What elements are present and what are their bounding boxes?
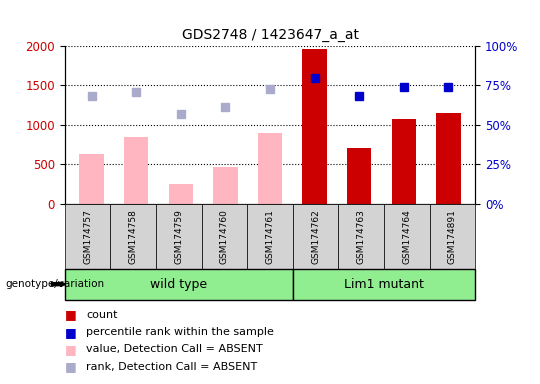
Text: ■: ■ [65,360,77,373]
Text: GSM174759: GSM174759 [174,209,183,263]
Bar [436,113,461,204]
Bar [392,119,416,204]
Bar [168,184,193,204]
Text: GSM174757: GSM174757 [83,209,92,263]
Bar [347,149,372,204]
Text: GSM174762: GSM174762 [311,209,320,263]
Text: percentile rank within the sample: percentile rank within the sample [86,327,274,337]
Text: ■: ■ [65,326,77,339]
Bar [213,167,238,204]
Bar [302,49,327,204]
Text: GSM174758: GSM174758 [129,209,138,263]
Text: GSM174891: GSM174891 [448,209,457,263]
Text: rank, Detection Call = ABSENT: rank, Detection Call = ABSENT [86,362,258,372]
Text: GSM174764: GSM174764 [402,209,411,263]
Text: GSM174760: GSM174760 [220,209,229,263]
Title: GDS2748 / 1423647_a_at: GDS2748 / 1423647_a_at [181,28,359,42]
Text: Lim1 mutant: Lim1 mutant [344,278,424,291]
Text: ■: ■ [65,343,77,356]
Bar [124,137,149,204]
Text: ■: ■ [65,308,77,321]
Text: genotype/variation: genotype/variation [5,279,105,289]
Text: value, Detection Call = ABSENT: value, Detection Call = ABSENT [86,344,263,354]
Text: GSM174761: GSM174761 [266,209,274,263]
Text: wild type: wild type [150,278,207,291]
Text: GSM174763: GSM174763 [357,209,366,263]
Text: count: count [86,310,118,320]
Bar [79,154,104,204]
Bar [258,133,282,204]
